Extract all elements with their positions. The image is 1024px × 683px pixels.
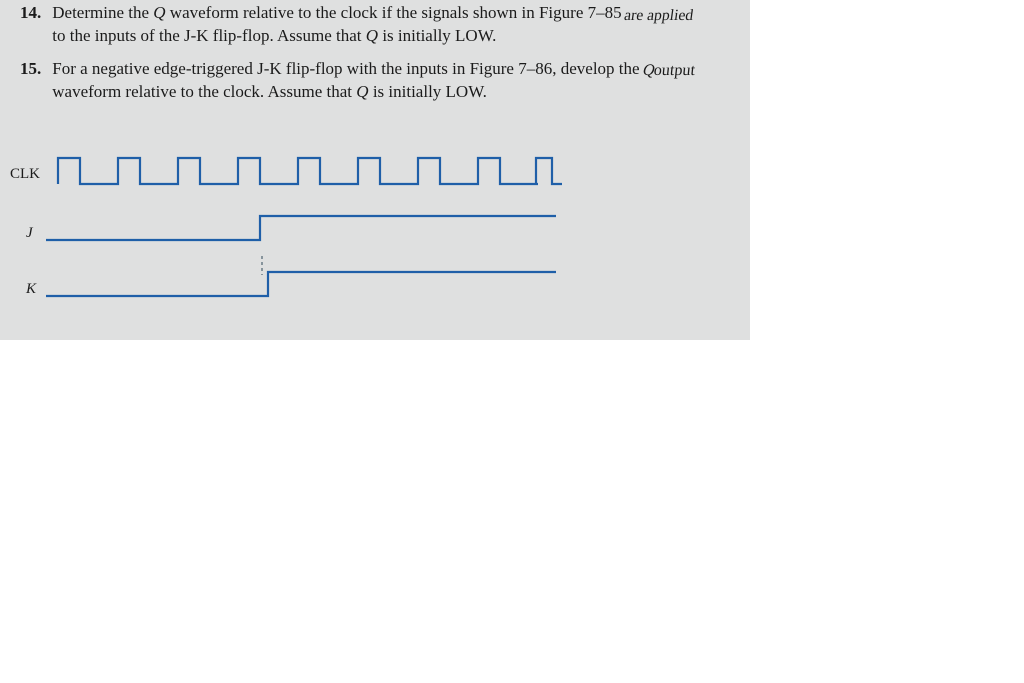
textbook-scan: 14. Determine the Q waveform relative to… [0,0,750,340]
clk-waveform [58,158,562,184]
j-waveform [46,216,556,240]
waveform-svg [0,0,750,340]
timing-diagram: CLK J K [0,0,750,340]
k-waveform [46,272,556,296]
